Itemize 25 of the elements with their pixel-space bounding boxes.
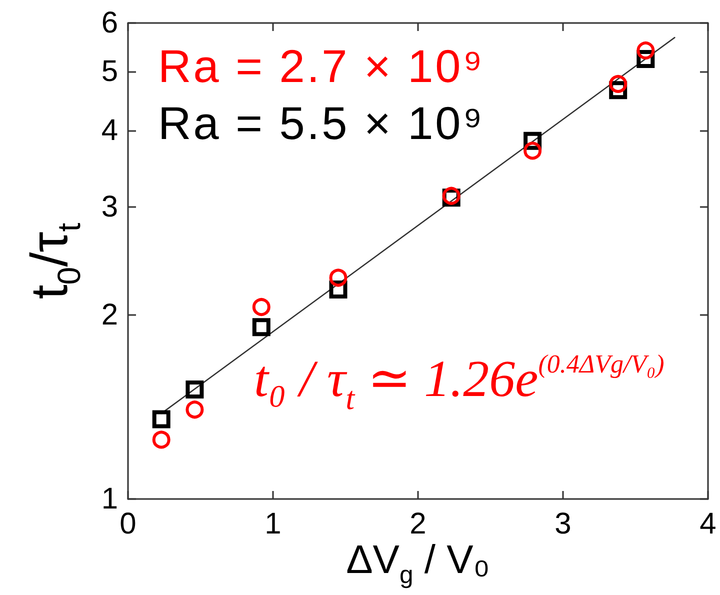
y-tick-label: 2: [101, 298, 118, 332]
x-tick-label: 3: [554, 508, 572, 540]
point: [186, 380, 204, 399]
x-axis-title: ΔV$_{g}$ / V₀: [346, 538, 490, 589]
x-tick-label: 4: [700, 508, 716, 540]
x-tick-label: 1: [264, 508, 282, 540]
y-tick-label: 6: [101, 6, 118, 40]
point: [524, 142, 542, 160]
x-tick-label: 0: [120, 508, 136, 540]
point: [252, 298, 270, 316]
series-label: Ra = 2.7 × 10⁹: [158, 39, 484, 94]
point: [636, 42, 655, 60]
point: [329, 268, 348, 287]
annotation: t₀ / τ$_{t}$ ≃ 1.26e$^{(0.4ΔVg/V₀)}$: [254, 350, 664, 416]
y-tick-label: 4: [101, 114, 118, 148]
point: [186, 400, 204, 419]
y-tick-label: 3: [101, 190, 118, 224]
point: [152, 410, 170, 428]
point: [609, 74, 628, 93]
series-label: Ra = 5.5 × 10⁹: [158, 96, 484, 151]
point: [252, 318, 270, 336]
y-tick-label: 1: [101, 482, 118, 516]
y-tick-label: 5: [101, 54, 118, 88]
x-tick-label: 2: [410, 508, 426, 540]
point: [152, 430, 170, 449]
